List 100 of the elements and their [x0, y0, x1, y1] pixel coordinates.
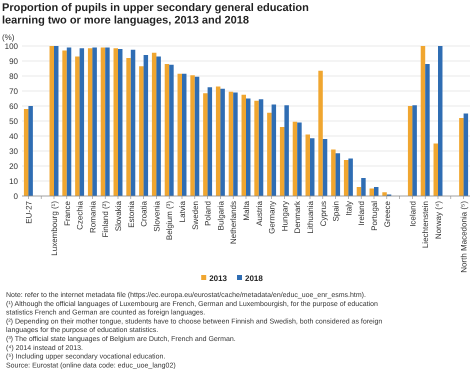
y-tick-label: 40 — [9, 132, 19, 141]
bar — [105, 48, 110, 196]
x-tick-label: Denmark — [293, 200, 302, 234]
y-tick-label: 30 — [9, 147, 19, 156]
bar — [258, 99, 264, 196]
bar — [54, 46, 58, 196]
bar — [322, 139, 328, 196]
x-tick-label: Finland (²) — [101, 200, 110, 238]
bar — [100, 48, 106, 196]
y-tick-label: 10 — [9, 177, 19, 186]
x-tick-label: Italy — [344, 201, 354, 216]
bar — [459, 118, 464, 196]
y-tick-label: 100 — [4, 42, 19, 51]
bar — [216, 86, 220, 196]
bar — [75, 56, 80, 196]
bar — [144, 55, 148, 196]
bar — [114, 48, 118, 196]
bar — [306, 134, 310, 196]
y-tick-label: 90 — [9, 57, 19, 66]
x-tick-label: Croatia — [140, 200, 149, 227]
bar — [438, 46, 442, 196]
y-tick-label: 20 — [9, 162, 19, 171]
x-tick-label: Slovenia — [152, 200, 162, 232]
bar — [331, 150, 336, 196]
x-tick-label: Belgium (³) — [165, 200, 174, 240]
x-tick-label: Liechtenstein — [421, 201, 430, 248]
bar — [152, 52, 156, 196]
y-axis-title: (%) — [2, 33, 15, 42]
bar — [267, 112, 272, 196]
bar — [370, 188, 374, 196]
x-tick-label: Bulgaria — [216, 200, 226, 230]
x-tick-label: Spain — [332, 201, 341, 222]
bar — [80, 48, 84, 196]
bar — [66, 48, 72, 196]
bar — [194, 76, 200, 196]
bar — [356, 187, 362, 196]
x-tick-label: EU-27 — [24, 200, 34, 224]
bar — [164, 64, 170, 196]
bar — [220, 88, 225, 196]
legend-label: 2013 — [209, 274, 228, 283]
legend-label: 2018 — [245, 274, 264, 283]
bar — [126, 58, 131, 196]
x-tick-label: Latvia — [178, 200, 187, 222]
y-tick-label: 80 — [9, 72, 19, 81]
bar — [280, 127, 284, 196]
bar — [374, 187, 378, 196]
x-tick-label: Sweden — [190, 201, 200, 230]
bar — [118, 49, 122, 196]
x-tick-label: Cyprus — [318, 201, 328, 226]
bar — [348, 158, 353, 196]
x-tick-label: Iceland — [408, 201, 418, 227]
x-tick-label: Greece — [382, 200, 392, 228]
bar — [297, 122, 302, 196]
bar — [284, 105, 289, 196]
bar — [242, 94, 246, 196]
bar — [292, 122, 298, 196]
bar — [182, 74, 186, 196]
bar — [272, 104, 276, 196]
x-tick-label: Hungary — [280, 201, 290, 232]
x-tick-label: Slovakia — [114, 200, 123, 232]
x-tick-label: Czechia — [76, 200, 85, 230]
y-tick-label: 70 — [9, 87, 19, 96]
bar — [169, 64, 174, 196]
bar — [434, 144, 438, 196]
bar — [318, 70, 323, 196]
bar — [336, 153, 340, 196]
x-tick-label: Netherlands — [229, 201, 238, 244]
x-tick-label: Luxembourg (¹) — [50, 200, 59, 256]
bar — [156, 56, 161, 196]
y-tick-label: 60 — [9, 102, 19, 111]
bar — [254, 100, 259, 196]
y-tick-label: 0 — [14, 192, 19, 201]
bar — [92, 48, 97, 196]
bar — [190, 75, 195, 196]
x-tick-label: Poland — [204, 201, 213, 226]
x-tick-label: Norway (⁴) — [434, 200, 443, 240]
x-tick-label: Estonia — [126, 200, 136, 228]
bar — [88, 48, 92, 196]
bar — [344, 160, 348, 196]
bar — [50, 46, 54, 196]
x-tick-label: Lithuania — [306, 200, 315, 234]
bar — [178, 74, 182, 196]
bar — [420, 46, 426, 196]
x-tick-label: Germany — [268, 201, 277, 234]
bar — [203, 93, 208, 196]
bar — [412, 105, 417, 196]
x-tick-label: Romania — [88, 200, 98, 234]
bar — [139, 66, 144, 196]
y-tick-label: 50 — [9, 117, 19, 126]
chart-title: Proportion of pupils in upper secondary general education learning two or more languages, 2013 and 2018 — [2, 2, 310, 26]
bar — [246, 98, 250, 196]
bar — [62, 50, 67, 196]
x-tick-label: Malta — [242, 200, 251, 221]
x-tick-label: North Macedonia (⁵) — [460, 200, 469, 273]
bar — [130, 50, 136, 196]
x-tick-label: France — [62, 200, 72, 226]
bar — [233, 92, 238, 196]
x-tick-label: Ireland — [357, 201, 366, 226]
bar — [408, 106, 412, 196]
bar — [24, 109, 28, 196]
